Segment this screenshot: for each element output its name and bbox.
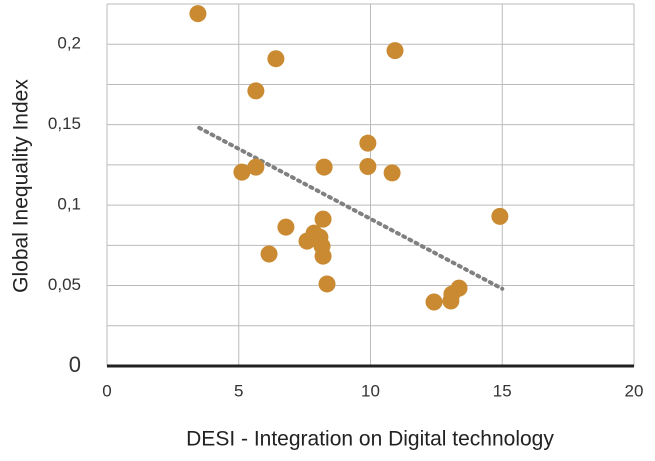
point (383, 164, 401, 182)
x-tick-label: 15 (493, 381, 512, 400)
point (450, 279, 468, 297)
point (359, 157, 377, 175)
point (189, 5, 207, 23)
point (247, 82, 265, 100)
point (260, 245, 278, 263)
x-tick-label: 5 (234, 381, 243, 400)
y-tick-label: 0,15 (48, 114, 81, 133)
point (267, 50, 285, 68)
point (386, 42, 404, 60)
y-tick-label: 0,1 (57, 195, 81, 214)
y-tick-label: 0,05 (48, 275, 81, 294)
point (359, 134, 377, 152)
x-tick-label: 10 (361, 381, 380, 400)
y-tick-label: 0 (69, 352, 81, 377)
x-tick-label: 0 (102, 381, 111, 400)
point (318, 275, 336, 293)
trend-line (197, 125, 505, 291)
point (247, 158, 265, 176)
x-axis-title: DESI - Integration on Digital technology (186, 428, 554, 451)
point (425, 293, 443, 311)
point (491, 207, 509, 225)
y-tick-label: 0,2 (57, 34, 81, 53)
x-tick-label: 20 (625, 381, 644, 400)
point (315, 158, 333, 176)
point (277, 218, 295, 236)
y-axis-title: Global Inequality Index (10, 79, 33, 293)
point (314, 210, 332, 228)
point (298, 232, 316, 250)
point (314, 247, 332, 265)
point (233, 163, 251, 181)
